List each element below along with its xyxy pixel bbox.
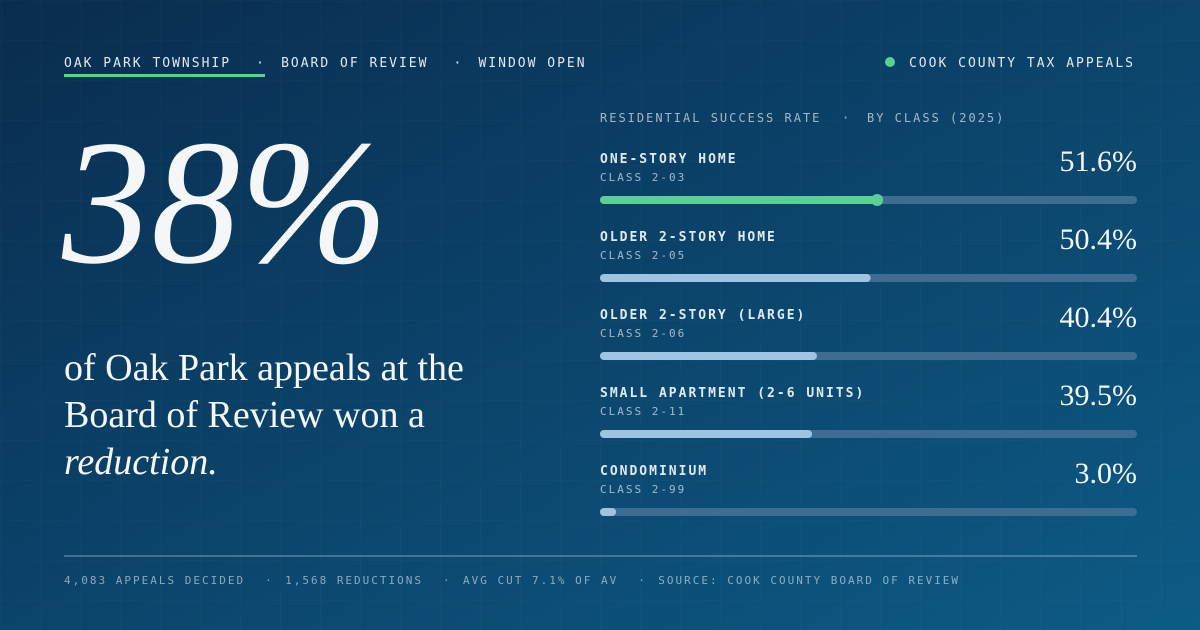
bar — [600, 430, 813, 438]
breadcrumb: OAK PARK TOWNSHIP — [64, 56, 231, 71]
value-label: 40.4% — [1060, 301, 1138, 334]
bar-track — [600, 508, 1137, 516]
breadcrumbs: OAK PARK TOWNSHIP · BOARD OF REVIEW · WINDOW… — [64, 56, 586, 71]
class-label: CLASS 2-05 — [600, 249, 686, 262]
category-label: OLDER 2-STORY HOME — [600, 230, 777, 245]
separator: · — [256, 56, 266, 71]
value-label: 50.4% — [1060, 223, 1138, 256]
bar — [600, 196, 878, 204]
bar-list: ONE-STORY HOME CLASS 2-03 51.6% OLDER 2-STO… — [600, 145, 1137, 516]
category-label: OLDER 2-STORY (LARGE) — [600, 308, 806, 323]
footer: 4,083 APPEALS DECIDED · 1,568 REDUCTIONS · A… — [64, 574, 960, 587]
breadcrumb: WINDOW OPEN — [478, 56, 586, 71]
bar-end-dot — [871, 194, 884, 206]
class-label: CLASS 2-99 — [600, 483, 686, 496]
class-label: CLASS 2-11 — [600, 405, 686, 418]
status-dot — [885, 57, 895, 67]
separator: · — [638, 574, 647, 587]
breadcrumb: BOARD OF REVIEW — [281, 56, 428, 71]
category-label: CONDOMINIUM — [600, 464, 708, 479]
brand: COOK COUNTY TAX APPEALS — [909, 56, 1135, 71]
footer-item: SOURCE: COOK COUNTY BOARD OF REVIEW — [658, 574, 960, 587]
value-label: 39.5% — [1060, 379, 1138, 412]
footer-item: 4,083 APPEALS DECIDED — [64, 574, 245, 587]
value-label: 3.0% — [1075, 457, 1138, 490]
hero-stat: 38% — [61, 103, 388, 301]
hero-line: Board of Review won a — [64, 394, 425, 436]
hero-line: of Oak Park appeals at the — [64, 347, 464, 389]
bar — [600, 508, 617, 516]
bar — [600, 352, 817, 360]
class-label: CLASS 2-06 — [600, 327, 686, 340]
category-label: ONE-STORY HOME — [600, 152, 738, 167]
class-label: CLASS 2-03 — [600, 171, 686, 184]
footer-item: AVG CUT 7.1% OF AV — [463, 574, 618, 587]
footer-item: 1,568 REDUCTIONS — [285, 574, 423, 587]
active-underline — [64, 74, 265, 77]
separator: · — [453, 56, 463, 71]
hero-emphasis: reduction. — [64, 441, 218, 483]
chart-subtitle: BY CLASS (2025) — [867, 111, 1005, 125]
bar — [600, 274, 871, 282]
separator: · — [842, 111, 851, 125]
separator: · — [443, 574, 452, 587]
chart-title: RESIDENTIAL SUCCESS RATE — [600, 111, 821, 125]
hero-text: of Oak Park appeals at the Board of Revi… — [64, 347, 473, 483]
category-label: SMALL APARTMENT (2-6 UNITS) — [600, 386, 865, 401]
value-label: 51.6% — [1060, 145, 1138, 178]
separator: · — [265, 574, 274, 587]
